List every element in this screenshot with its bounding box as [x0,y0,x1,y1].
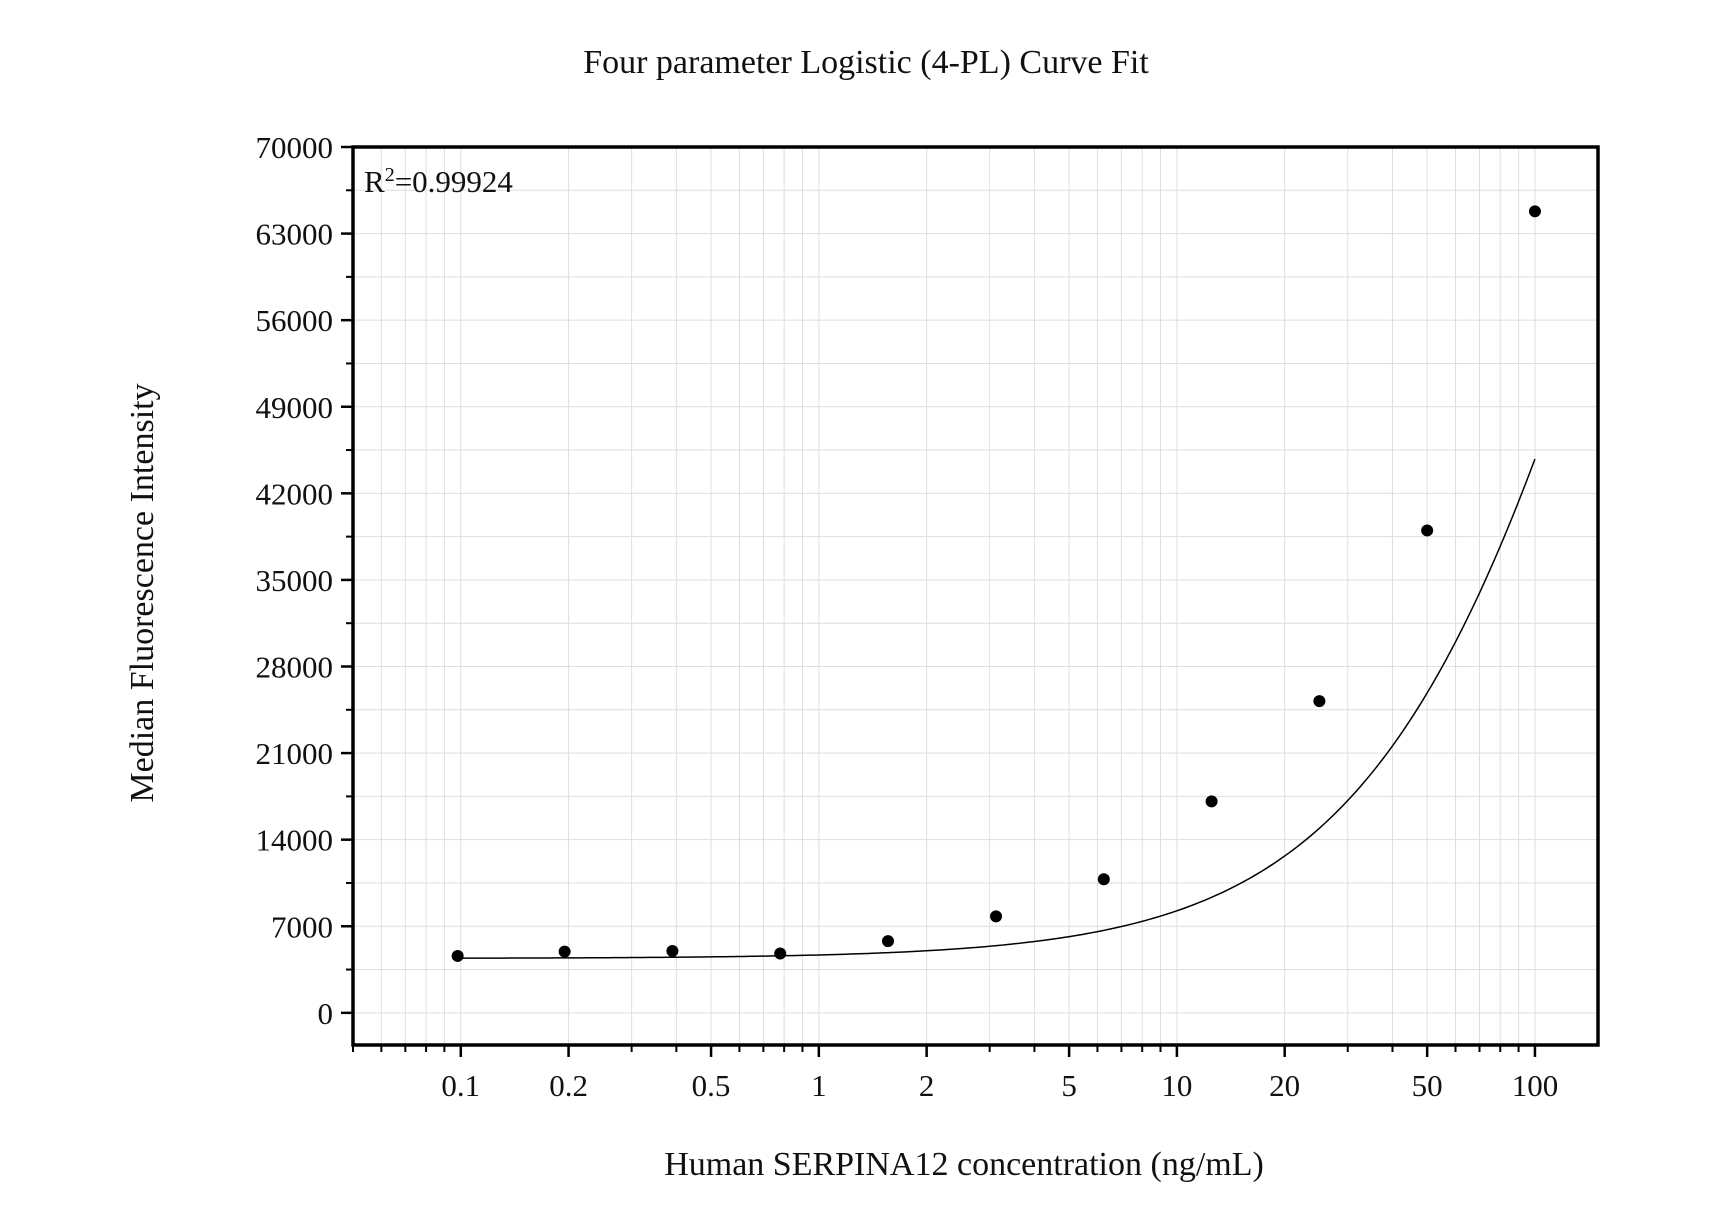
data-point [558,945,571,958]
data-point [451,949,464,962]
y-tick-label: 28000 [256,650,334,685]
x-tick-label: 5 [1061,1068,1077,1103]
x-tick-labels: 0.1 0.2 0.5 1 2 5 10 20 50 100 [441,1068,1558,1103]
y-tick-label: 14000 [256,823,334,858]
x-tick-label: 2 [919,1068,935,1103]
x-axis-label: Human SERPINA12 concentration (ng/mL) [664,1146,1264,1183]
data-point [1205,795,1218,808]
r-squared-superscript: 2 [385,164,395,186]
x-tick-label: 1 [811,1068,827,1103]
data-point [881,935,894,948]
x-tick-label: 10 [1161,1068,1192,1103]
fit-curve-layer [460,458,1536,959]
y-tick-label: 70000 [256,130,334,165]
x-tick-label: 100 [1512,1068,1559,1103]
x-tick-label: 50 [1412,1068,1443,1103]
x-tick-label: 0.2 [549,1068,588,1103]
y-tick-label: 7000 [271,909,333,944]
y-tick-label: 21000 [256,736,334,771]
y-tick-labels: 0 7000 14000 21000 28000 35000 42000 49000 56000… [256,130,334,1031]
y-tick-label: 63000 [256,217,334,252]
y-tick-label: 42000 [256,476,334,511]
r-squared-value: =0.99924 [395,164,514,199]
data-point [1528,205,1541,218]
data-point [990,910,1003,923]
data-point [666,944,679,957]
x-tick-label: 0.5 [692,1068,731,1103]
y-axis-label: Median Fluorescence Intensity [124,383,161,802]
plot-frame [351,145,1600,1047]
chart-title: Four parameter Logistic (4-PL) Curve Fit [583,44,1149,81]
r-squared-annotation: R2=0.99924 [364,164,513,199]
data-point [774,947,787,960]
x-tick-label: 0.1 [441,1068,480,1103]
y-tick-label: 49000 [256,390,334,425]
y-tick-label: 35000 [256,563,334,598]
data-points [451,205,1541,962]
y-tick-label: 0 [318,996,334,1031]
data-point [1313,695,1326,708]
grid-lines [352,146,1598,1045]
y-tick-label: 56000 [256,303,334,338]
r-squared-base: R [364,164,385,199]
fit-curve [460,458,1536,959]
axis-ticks [341,145,1537,1057]
data-point [1421,524,1434,537]
data-point [1097,873,1110,886]
x-tick-label: 20 [1269,1068,1300,1103]
